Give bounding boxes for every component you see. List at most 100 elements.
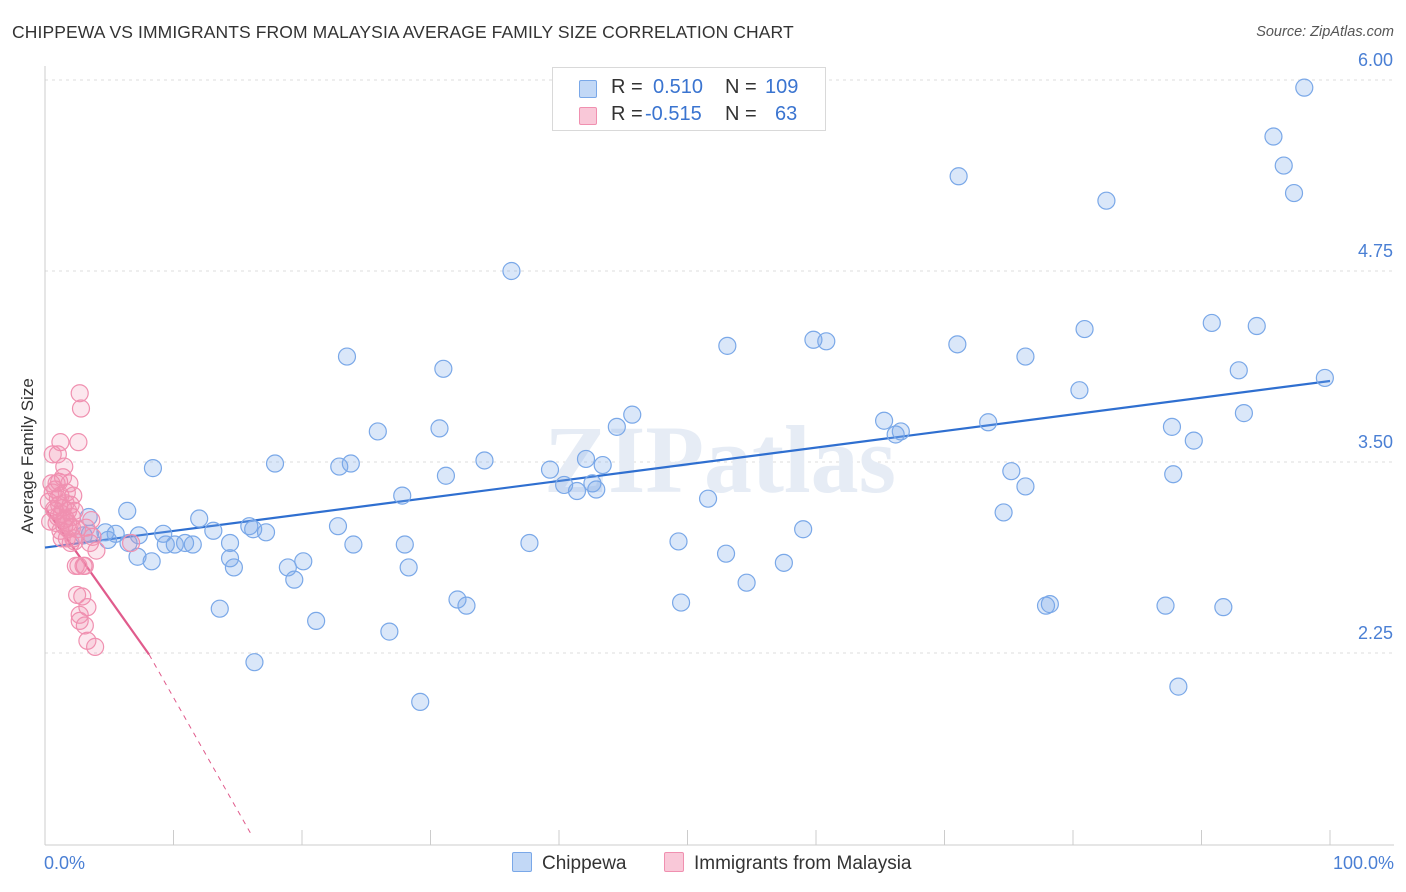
legend-n-value: 63	[775, 103, 798, 125]
chippewa-point	[1040, 595, 1059, 614]
chippewa-point	[607, 417, 626, 436]
chippewa-point	[245, 653, 264, 672]
malaysia-point	[86, 637, 105, 656]
bottom-legend-label: Chippewa	[542, 853, 627, 874]
chippewa-point	[1162, 417, 1182, 436]
chippewa-point	[328, 517, 348, 536]
chippewa-point	[886, 425, 905, 444]
chippewa-point	[220, 549, 240, 568]
tick-labels: 2.25 3.50 4.75 6.00 0.0% 100.0%	[44, 50, 1394, 873]
chippewa-point	[875, 411, 894, 430]
bottom-legend-label: Immigrants from Malaysia	[694, 853, 912, 874]
chippewa-trend-line	[44, 379, 1331, 549]
malaysia-point	[73, 587, 92, 606]
malaysia-point	[43, 445, 62, 464]
malaysia-trend-extension	[148, 654, 252, 834]
chippewa-point	[294, 552, 313, 571]
chippewa-point	[540, 460, 560, 479]
chippewa-point	[1202, 313, 1221, 333]
legend-r-value: 0.510	[653, 76, 704, 98]
chippewa-point	[457, 596, 476, 615]
malaysia-point	[121, 533, 141, 553]
malaysia-point	[83, 527, 102, 546]
trend-lines	[44, 379, 1331, 834]
chippewa-point	[175, 533, 195, 553]
malaysia-point	[64, 529, 83, 548]
chippewa-point	[718, 336, 737, 355]
legend-n-value: 109	[765, 76, 799, 98]
chippewa-point	[502, 261, 521, 281]
source-label: Source: ZipAtlas.com	[1256, 24, 1394, 40]
chippewa-point	[341, 454, 360, 473]
chippewa-point	[1274, 156, 1293, 175]
chippewa-point	[330, 457, 349, 476]
chippewa-point	[129, 526, 148, 545]
y-tick-label: 2.25	[1358, 623, 1393, 643]
chippewa-point	[979, 413, 998, 432]
chippewa-point	[698, 489, 718, 508]
chippewa-point	[399, 558, 418, 577]
correlation-legend: R = 0.510 N = 109 R = -0.515 N = 63	[552, 67, 826, 131]
legend-n-label: N =	[725, 103, 757, 125]
malaysia-point	[75, 556, 94, 576]
gridlines	[45, 79, 1394, 654]
chart-title: CHIPPEWA VS IMMIGRANTS FROM MALAYSIA AVE…	[12, 22, 794, 42]
x-tick-label: 100.0%	[1333, 853, 1394, 873]
malaysia-point	[69, 556, 88, 576]
data-points	[39, 78, 1334, 711]
chippewa-point	[623, 405, 642, 424]
chippewa-point	[1097, 191, 1116, 210]
chippewa-point	[1156, 596, 1175, 615]
malaysia-point	[59, 520, 78, 539]
chippewa-point	[1070, 381, 1089, 400]
chippewa-point	[794, 520, 813, 539]
axes	[44, 66, 1394, 846]
chippewa-point	[669, 532, 688, 551]
chippewa-point	[891, 422, 910, 441]
chippewa-point	[520, 533, 539, 553]
malaysia-trend-line	[44, 507, 150, 656]
chippewa-point	[1284, 183, 1304, 203]
chippewa-point	[567, 481, 587, 501]
chippewa-point	[118, 501, 137, 520]
bottom-legend-swatch-malaysia	[664, 852, 684, 872]
chippewa-point	[1075, 319, 1094, 339]
chippewa-point	[1264, 127, 1283, 146]
chippewa-point	[411, 692, 430, 711]
y-tick-label: 6.00	[1358, 50, 1393, 70]
legend-swatch-malaysia	[579, 107, 597, 125]
chippewa-point	[344, 535, 363, 554]
chippewa-point	[1229, 361, 1248, 380]
chippewa-point	[434, 359, 453, 378]
malaysia-point	[47, 474, 66, 493]
chippewa-point	[671, 593, 691, 612]
bottom-legend-chippewa: Chippewa	[512, 852, 627, 875]
y-tick-label: 4.75	[1358, 241, 1393, 261]
chippewa-point	[1169, 677, 1188, 696]
chippewa-point	[265, 454, 285, 473]
chippewa-point	[587, 480, 606, 499]
chippewa-point	[716, 544, 736, 563]
chippewa-point	[183, 535, 202, 554]
chippewa-point	[395, 535, 414, 554]
malaysia-point	[75, 616, 94, 635]
chippewa-point	[1164, 465, 1183, 484]
chippewa-point	[817, 332, 836, 351]
chippewa-point	[1016, 347, 1035, 366]
malaysia-point	[64, 486, 83, 505]
chippewa-point	[256, 523, 276, 542]
chippewa-point	[1295, 78, 1314, 97]
malaysia-point	[87, 541, 106, 560]
chippewa-point	[142, 552, 161, 571]
chippewa-point	[774, 553, 793, 572]
malaysia-point	[82, 510, 101, 530]
chippewa-point	[448, 590, 467, 609]
chippewa-point	[1234, 404, 1254, 423]
chippewa-point	[1002, 462, 1021, 481]
bottom-legend-malaysia: Immigrants from Malaysia	[664, 852, 912, 875]
malaysia-point	[70, 384, 89, 403]
chippewa-point	[593, 455, 612, 475]
legend-row-malaysia: R = -0.515 N = 63	[553, 103, 825, 129]
malaysia-point	[69, 433, 88, 452]
